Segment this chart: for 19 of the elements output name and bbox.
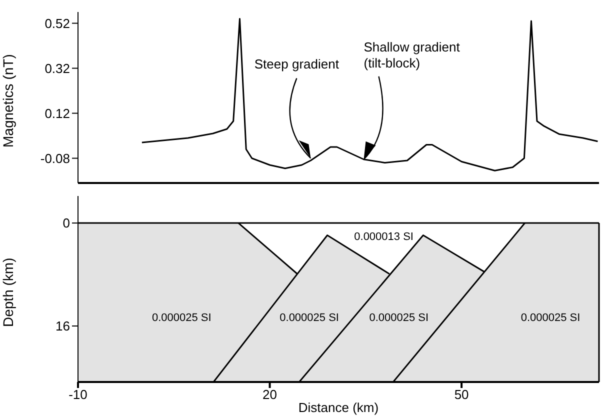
y-tick-label: -0.08 [40, 150, 70, 166]
y-tick-label: 0.52 [44, 16, 70, 31]
annotation: Shallow gradient (tilt-block) [364, 39, 460, 70]
y-tick-label: 0.32 [44, 60, 70, 76]
y-axis-title: Depth (km) [0, 258, 16, 327]
annotation: Steep gradient [254, 56, 340, 72]
y-tick-label: 0.12 [44, 106, 70, 121]
annotation: 0.000025 SI [520, 312, 580, 324]
x-tick-label: -10 [68, 387, 88, 402]
annotation: 0.000025 SI [369, 312, 429, 324]
annotation: 0.000025 SI [280, 312, 339, 324]
y-tick-label: 16 [56, 318, 70, 334]
annotation: 0.000025 SI [152, 312, 212, 324]
x-tick-label: 50 [454, 387, 469, 402]
annotation: 0.000013 SI [354, 231, 414, 244]
x-axis-title: Distance (km) [298, 400, 379, 415]
y-tick-label: 0 [62, 216, 70, 231]
x-tick-label: 20 [262, 387, 278, 402]
y-axis-title: Magnetics (nT) [0, 54, 16, 148]
